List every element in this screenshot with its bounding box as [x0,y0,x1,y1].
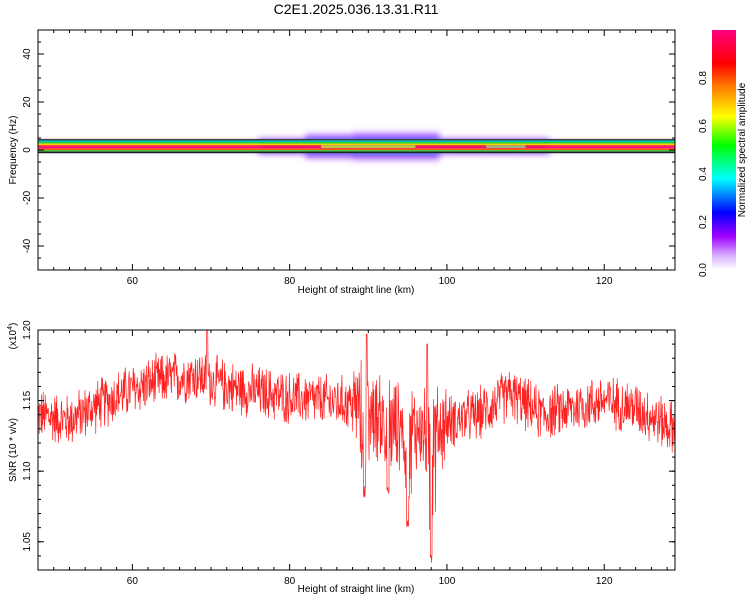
y-tick-label: -20 [22,190,33,205]
snr-frame [37,329,676,571]
colorbar-ticks: 0.0 0.2 0.4 0.6 0.8 [698,71,709,277]
y-tick-label: 1.15 [22,390,33,410]
spectrogram-x-axis-label: Height of straight line (km) [298,285,415,296]
x-tick-label: 120 [596,576,613,587]
x-tick-label: 80 [284,576,296,587]
colorbar-tick-label: 0.2 [698,215,709,229]
x-tick-label: 60 [127,576,139,587]
y-tick-label: 20 [22,96,33,108]
y-tick-label: 1.20 [22,320,33,340]
colorbar-gradient [712,30,736,270]
snr-scale-label: (x104) [7,323,19,350]
x-tick-label: 60 [127,276,139,287]
x-tick-label: 100 [439,576,456,587]
x-tick-label: 80 [284,276,296,287]
snr-series-line [38,330,675,563]
band-stripe-teal [38,140,675,142]
y-tick-label: -40 [22,238,33,253]
figure-title: C2E1.2025.036.13.31.R11 [274,1,439,17]
band-stripe-green [38,142,675,144]
y-tick-label: 1.10 [22,461,33,481]
band-stripe-yellow [38,143,675,146]
colorbar-tick-label: 0.6 [698,119,709,133]
y-tick-label: 40 [22,48,33,60]
x-tick-label: 100 [439,276,456,287]
spectrogram-y-axis-label: Frequency (Hz) [8,116,19,185]
y-tick-label: 1.05 [22,532,33,552]
band-highlight-core [321,145,416,148]
band-stripe-green-lower [38,150,675,152]
band-stripe-orange [38,148,675,150]
band-highlight-secondary [486,145,526,148]
x-tick-label: 120 [596,276,613,287]
spectrogram-band [38,130,675,162]
colorbar-tick-label: 0.8 [698,71,709,85]
spectrogram-panel: 60 80 100 120 -40 -20 0 20 40 Height of straight… [8,29,676,296]
snr-y-axis-label: SNR (10 * v/v) [8,418,19,482]
snr-panel: 60 80 100 120 1.05 1.10 1.15 1.20 Height of str… [7,320,676,595]
colorbar-label: Normalized spectral amplitude [737,82,748,217]
spectrogram-ticks: 60 80 100 120 -40 -20 0 20 40 [22,29,675,287]
band-edge-bottom [38,151,675,154]
snr-x-axis-label: Height of straight line (km) [298,584,415,595]
snr-ticks: 60 80 100 120 1.05 1.10 1.15 1.20 [22,320,675,587]
colorbar-tick-label: 0.4 [698,167,709,181]
colorbar-tick-label: 0.0 [698,263,709,277]
y-tick-label: 0 [22,147,33,153]
band-edge-top [38,138,675,141]
colorbar: 0.0 0.2 0.4 0.6 0.8 Normalized spectral ampl… [698,30,748,277]
